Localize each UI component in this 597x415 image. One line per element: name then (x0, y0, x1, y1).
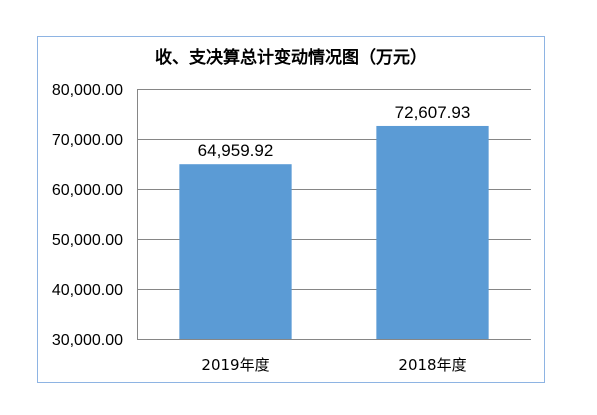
y-tick-label: 80,000.00 (52, 82, 123, 99)
y-tick-label: 30,000.00 (52, 332, 123, 349)
category-label: 2019年度 (201, 356, 269, 374)
bars (179, 125, 489, 339)
y-axis-tick-labels: 30,000.00 40,000.00 50,000.00 60,000.00 70,0… (52, 82, 123, 349)
bar (376, 125, 489, 339)
y-tick-label: 60,000.00 (52, 182, 123, 199)
data-label: 72,607.93 (395, 103, 471, 122)
bar (179, 164, 292, 339)
data-labels: 64,959.92 72,607.93 (198, 103, 471, 160)
chart-title: 收、支决算总计变动情况图（万元） (155, 47, 427, 68)
data-label: 64,959.92 (198, 141, 274, 160)
y-tick-label: 50,000.00 (52, 232, 123, 249)
x-axis-category-labels: 2019年度 2018年度 (201, 356, 466, 374)
y-tick-label: 40,000.00 (52, 282, 123, 299)
y-tick-label: 70,000.00 (52, 132, 123, 149)
category-label: 2018年度 (398, 356, 466, 374)
